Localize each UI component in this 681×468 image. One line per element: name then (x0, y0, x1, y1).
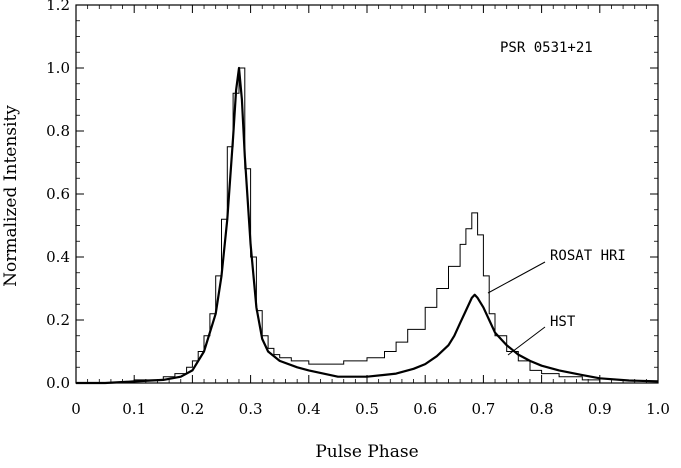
x-tick-label: 0.8 (530, 400, 554, 418)
x-tick-label: 0 (71, 400, 81, 418)
x-tick-label: 1.0 (646, 400, 670, 418)
legend-label-rosat-hri: ROSAT HRI (550, 248, 626, 264)
y-axis-ticks: 0.0 0.2 0.4 0.6 0.8 1.0 1.2 (46, 0, 658, 392)
x-tick-label: 0.5 (355, 400, 379, 418)
x-tick-label: 0.3 (239, 400, 263, 418)
chart-annotation: PSR 0531+21 (500, 40, 593, 56)
y-tick-label: 0.0 (46, 374, 70, 392)
y-tick-label: 1.2 (46, 0, 70, 14)
x-tick-label: 0.6 (413, 400, 437, 418)
y-tick-label: 1.0 (46, 59, 70, 77)
x-tick-label: 0.9 (588, 400, 612, 418)
y-tick-label: 0.8 (46, 122, 70, 140)
x-tick-label: 0.2 (180, 400, 204, 418)
x-axis-title: Pulse Phase (315, 442, 418, 462)
x-tick-label: 0.4 (297, 400, 321, 418)
series-layer (76, 66, 659, 385)
x-axis-ticks: 0 0.1 0.2 0.3 0.4 0.5 0.6 0.7 0.8 0.9 1.0 (71, 5, 670, 418)
x-tick-label: 0.7 (471, 400, 495, 418)
legend-label-hst: HST (550, 314, 576, 330)
y-tick-label: 0.2 (46, 311, 70, 329)
y-axis-title: Normalized Intensity (1, 105, 21, 287)
rosat-leader-line (487, 261, 546, 294)
series-hst (76, 66, 659, 385)
series-rosat-hri (76, 67, 658, 384)
hst-leader-line (507, 326, 546, 356)
y-tick-label: 0.6 (46, 185, 70, 203)
y-tick-label: 0.4 (46, 248, 70, 266)
x-tick-label: 0.1 (122, 400, 146, 418)
